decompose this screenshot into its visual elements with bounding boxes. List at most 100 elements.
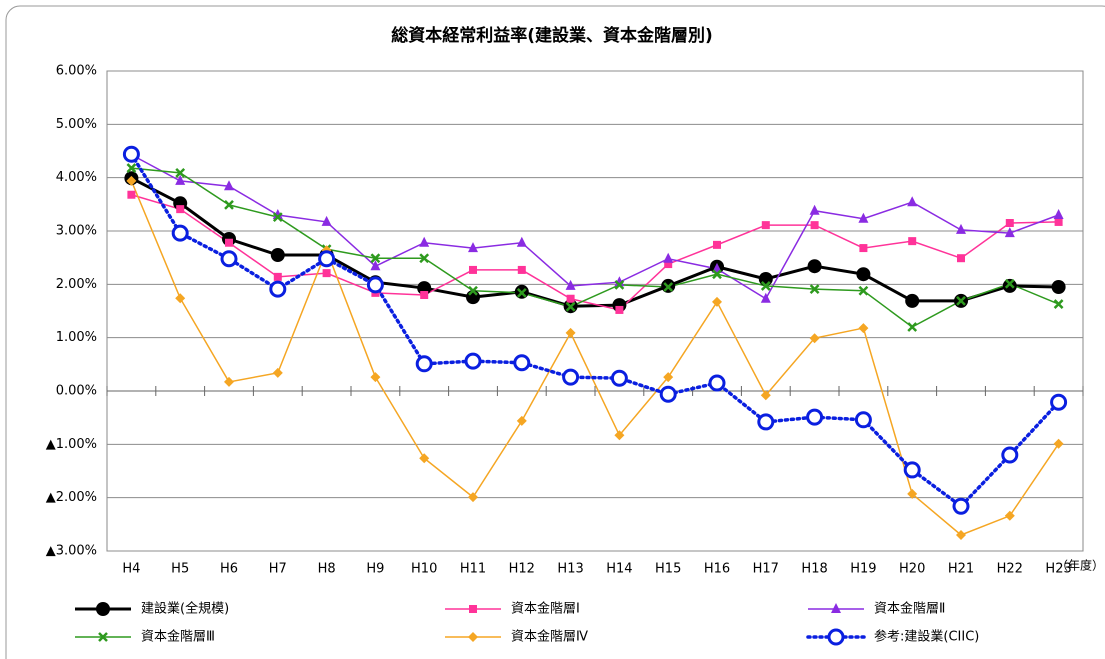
x-tick-label: H10: [411, 562, 437, 577]
marker: [907, 196, 918, 207]
marker: [370, 260, 381, 271]
marker: [858, 323, 869, 334]
y-tick-label: ▲3.00%: [46, 544, 97, 559]
legend-marker: [827, 628, 845, 646]
y-tick-label: ▲2.00%: [46, 490, 97, 505]
x-tick-label: H12: [509, 562, 535, 577]
marker: [565, 301, 576, 312]
x-tick-label: H16: [704, 562, 730, 577]
x-tick-label: H21: [948, 562, 974, 577]
x-tick-label: H15: [655, 562, 681, 577]
marker: [761, 221, 770, 230]
marker: [610, 369, 628, 387]
x-tick-label: H17: [753, 562, 779, 577]
marker: [663, 372, 674, 383]
marker: [224, 199, 234, 210]
marker: [1005, 219, 1014, 227]
marker: [175, 167, 186, 178]
legend-marker: [98, 632, 108, 642]
marker: [614, 430, 625, 441]
chart-title: 総資本経常利益率(建設業、資本金階層別): [391, 25, 713, 46]
marker: [1001, 446, 1019, 464]
marker: [468, 492, 478, 503]
y-tick-label: 6.00%: [56, 64, 97, 79]
marker: [468, 285, 478, 296]
marker: [1053, 438, 1064, 449]
marker: [956, 223, 966, 234]
marker: [760, 281, 771, 291]
y-tick-label: 4.00%: [56, 170, 97, 185]
marker: [957, 254, 965, 263]
x-tick-label: H6: [220, 562, 238, 577]
chart-frame: [5, 5, 1105, 659]
marker: [419, 253, 430, 264]
marker: [565, 279, 576, 290]
legend-label: 資本金階層Ⅲ: [141, 629, 215, 645]
marker: [712, 296, 722, 307]
marker: [809, 204, 820, 215]
legend-marker: [469, 605, 477, 613]
x-tick-label: H8: [318, 562, 336, 577]
marker: [419, 236, 430, 247]
x-tick-label: H19: [850, 562, 876, 577]
legend-label: 建設業(全規模): [141, 601, 229, 617]
marker: [562, 368, 580, 386]
marker: [566, 294, 575, 303]
marker: [513, 354, 531, 372]
marker: [366, 276, 384, 294]
marker: [809, 284, 820, 295]
x-axis-label: （年度）: [1056, 558, 1104, 573]
marker: [760, 292, 771, 303]
marker: [370, 372, 381, 383]
marker: [224, 376, 234, 387]
marker: [516, 287, 527, 298]
marker: [127, 190, 136, 199]
legend-label: 資本金階層Ⅰ: [511, 601, 580, 617]
legend-marker: [831, 603, 841, 613]
series-line: [130, 180, 1060, 536]
marker: [806, 408, 824, 426]
marker: [516, 415, 527, 426]
marker: [952, 497, 970, 515]
marker: [903, 461, 921, 479]
marker: [415, 355, 433, 373]
marker: [708, 374, 726, 392]
marker: [1051, 280, 1066, 294]
marker: [1053, 299, 1064, 309]
marker: [318, 250, 336, 268]
marker: [420, 291, 429, 299]
marker: [225, 238, 233, 247]
marker: [907, 488, 918, 499]
marker: [126, 175, 137, 186]
legend-label: 資本金階層Ⅳ: [511, 629, 588, 645]
legend-label: 参考:建設業(CIIC): [874, 629, 979, 645]
marker: [321, 215, 332, 226]
marker: [854, 411, 872, 429]
marker: [956, 530, 966, 540]
marker: [270, 248, 285, 262]
x-tick-label: H13: [557, 562, 583, 577]
marker: [809, 333, 820, 344]
series-line: [129, 152, 1061, 509]
marker: [712, 269, 722, 280]
marker: [220, 250, 238, 268]
marker: [224, 180, 234, 191]
series-line: [131, 194, 1059, 311]
marker: [1053, 209, 1064, 219]
marker: [757, 413, 775, 431]
x-tick-label: H7: [269, 562, 287, 577]
marker: [1054, 217, 1063, 226]
marker: [659, 385, 677, 403]
marker: [907, 322, 918, 332]
legend-marker: [96, 602, 110, 616]
marker: [272, 367, 283, 378]
marker: [908, 237, 917, 246]
x-tick-label: H23: [1045, 562, 1071, 577]
marker: [663, 282, 674, 292]
x-tick-label: H4: [122, 562, 140, 577]
y-tick-label: 5.00%: [56, 117, 97, 132]
legend-label: 資本金階層Ⅱ: [874, 601, 945, 617]
series-line: [131, 154, 1059, 300]
series-line: [130, 176, 1059, 308]
